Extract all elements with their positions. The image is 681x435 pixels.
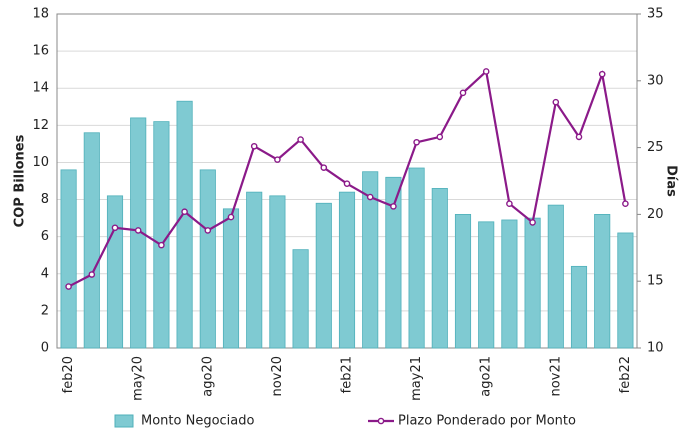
bar — [269, 195, 286, 349]
x-tick-label: feb21 — [340, 356, 355, 393]
bar — [362, 171, 379, 349]
x-tick-label: may20 — [131, 356, 146, 401]
bar — [454, 213, 472, 349]
line-point — [413, 138, 420, 146]
x-tick-label: feb20 — [61, 356, 76, 393]
line-point — [529, 219, 536, 226]
bar — [594, 213, 611, 349]
y-tick-label: 2 — [41, 303, 49, 318]
legend-swatch — [114, 414, 134, 428]
line-point — [390, 203, 397, 210]
bar — [431, 188, 448, 349]
y-axis-title: COP Billones — [13, 134, 28, 227]
line-point — [622, 200, 629, 208]
y-tick-label: 10 — [32, 155, 49, 170]
bar — [153, 121, 170, 349]
line-point — [506, 200, 513, 208]
bar — [501, 219, 518, 349]
y2-tick-label: 10 — [647, 341, 664, 356]
y-tick-label: 18 — [32, 7, 49, 22]
y2-tick-label: 15 — [647, 274, 664, 289]
y-tick-label: 6 — [41, 229, 49, 244]
line-point — [134, 227, 142, 234]
x-tick-label: ago21 — [479, 356, 494, 397]
legend-label: Monto Negociado — [141, 414, 254, 429]
line-point — [250, 142, 258, 150]
bar — [246, 191, 263, 349]
line-point — [274, 156, 281, 163]
y-tick-label: 4 — [41, 266, 49, 281]
line-point — [482, 68, 490, 75]
y-tick-label: 14 — [32, 81, 49, 96]
bar — [408, 167, 425, 349]
line-point — [598, 70, 606, 78]
y2-tick-label: 25 — [647, 140, 664, 155]
y2-tick-label: 30 — [647, 73, 664, 88]
y-tick-label: 16 — [32, 44, 49, 59]
line-point — [436, 133, 444, 141]
x-tick-label: nov20 — [270, 356, 285, 396]
line-point — [227, 213, 235, 221]
line-point — [297, 136, 304, 143]
line-point — [343, 180, 351, 187]
line-point — [158, 241, 165, 249]
bar — [176, 100, 193, 349]
bar — [60, 169, 77, 349]
line-point — [65, 283, 72, 290]
line-point — [575, 133, 583, 141]
bar — [478, 221, 495, 349]
x-tick-label: feb22 — [618, 356, 633, 393]
line-point — [320, 164, 328, 171]
x-tick-label: may21 — [409, 356, 424, 401]
y2-tick-label: 20 — [647, 207, 664, 222]
bar — [83, 132, 100, 349]
bar — [222, 208, 240, 349]
y-tick-label: 0 — [41, 341, 49, 356]
line-point — [459, 89, 467, 97]
bar — [547, 204, 564, 349]
line-point — [181, 208, 188, 216]
line-point — [552, 98, 560, 106]
line-point — [366, 193, 374, 201]
y2-tick-label: 35 — [647, 7, 664, 22]
line-point — [204, 227, 212, 234]
bar — [315, 202, 332, 349]
x-tick-label: nov21 — [548, 356, 563, 396]
y2-axis-title: Días — [664, 165, 679, 197]
bar — [338, 191, 356, 349]
bar — [292, 249, 309, 349]
bar — [106, 195, 124, 349]
bar — [617, 232, 634, 349]
bar — [199, 169, 216, 349]
bar — [385, 176, 402, 349]
bar — [570, 265, 588, 349]
y-tick-label: 8 — [41, 192, 49, 207]
bar — [524, 217, 541, 349]
line-point — [111, 224, 119, 232]
x-tick-label: ago20 — [200, 356, 215, 397]
legend-swatch — [377, 417, 385, 425]
legend-label: Plazo Ponderado por Monto — [398, 414, 576, 429]
line-point — [88, 271, 96, 278]
y-tick-label: 12 — [32, 118, 49, 133]
